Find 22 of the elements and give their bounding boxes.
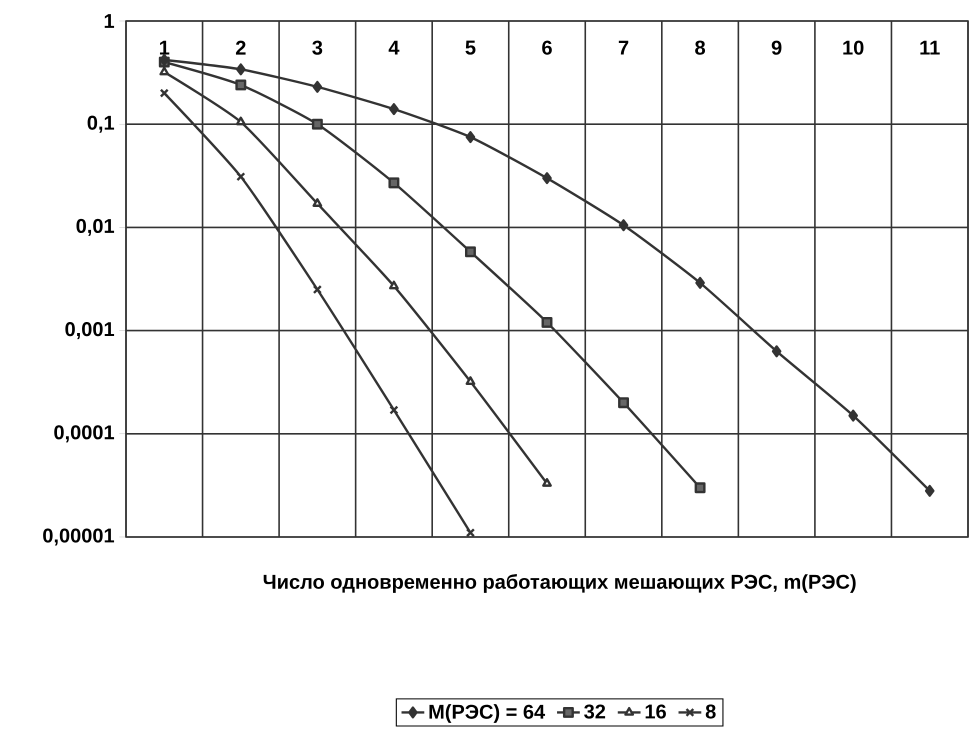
x-tick-label: 8 xyxy=(695,40,706,55)
x-tick-label: 2 xyxy=(236,40,246,55)
x-tick-label: 9 xyxy=(772,40,782,55)
x-tick-label: 5 xyxy=(466,40,476,55)
legend-label: 32 xyxy=(584,704,606,719)
x-tick-label: 7 xyxy=(618,40,628,55)
y-tick-label: 0,01 xyxy=(76,218,114,236)
x-axis-title: Число одновременно работающих мешающих РЭС, m(РЭС) xyxy=(264,574,856,593)
x-tick-label: 1 xyxy=(160,40,170,55)
x-tick-label: 10 xyxy=(843,40,864,55)
y-tick-label: 0,0001 xyxy=(54,425,114,442)
y-tick-label: 1 xyxy=(104,14,114,28)
x-tick-label: 3 xyxy=(312,40,322,55)
y-tick-label: 0,1 xyxy=(88,116,114,133)
x-tick-label: 6 xyxy=(542,40,552,55)
x-tick-label: 4 xyxy=(388,40,400,55)
legend-label: 16 xyxy=(646,704,666,719)
y-tick-label: 0,001 xyxy=(65,322,114,340)
legend-label: M(РЭС) = 64 xyxy=(429,704,546,723)
y-tick-label: 0,00001 xyxy=(43,528,114,546)
x-tick-label: 11 xyxy=(920,40,940,55)
legend-label: 8 xyxy=(706,704,716,719)
